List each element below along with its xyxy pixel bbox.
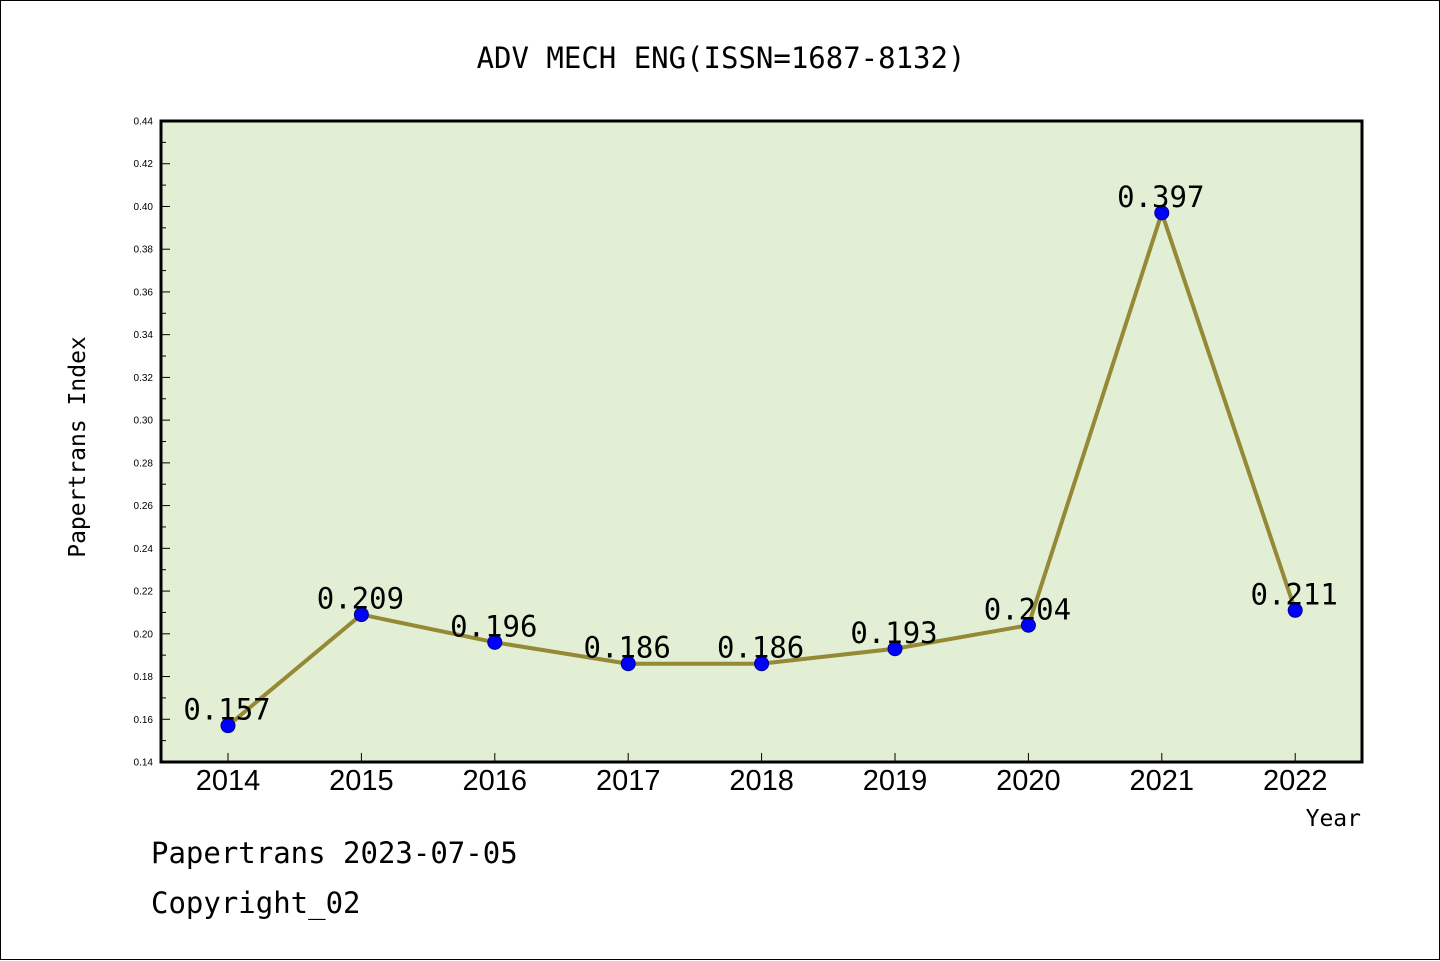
- x-tick-label: 2019: [863, 765, 928, 797]
- y-tick-label: 0.20: [134, 629, 154, 640]
- data-label: 0.157: [183, 693, 270, 727]
- data-point: [887, 641, 903, 657]
- data-point: [1020, 617, 1036, 633]
- chart-title: ADV MECH ENG(ISSN=1687-8132): [477, 41, 966, 75]
- data-point: [1287, 602, 1303, 618]
- y-tick-label: 0.16: [134, 715, 154, 726]
- y-tick-label: 0.18: [134, 672, 154, 683]
- y-tick-label: 0.32: [134, 373, 154, 384]
- data-label: 0.196: [450, 609, 537, 643]
- x-tick-label: 2021: [1130, 765, 1195, 797]
- data-point: [754, 656, 770, 672]
- x-tick-label: 2014: [196, 765, 261, 797]
- data-point: [353, 607, 369, 623]
- y-tick-label: 0.14: [134, 758, 154, 769]
- y-tick-label: 0.22: [134, 587, 154, 598]
- data-label: 0.193: [850, 616, 937, 650]
- data-point: [620, 656, 636, 672]
- x-tick-label: 2020: [996, 765, 1061, 797]
- x-tick-label: 2022: [1263, 765, 1328, 797]
- x-tick-label: 2018: [729, 765, 794, 797]
- footer-copyright: Copyright_02: [151, 886, 361, 920]
- data-label: 0.209: [317, 582, 404, 616]
- y-axis-ticks: 0.14 0.16 0.18 0.20 0.22 0.24 0.26 0.28 0.30 0.32…: [134, 117, 170, 769]
- data-label: 0.186: [584, 631, 671, 665]
- y-tick-label: 0.34: [134, 330, 154, 341]
- y-tick-label: 0.28: [134, 458, 154, 469]
- data-point: [487, 634, 503, 650]
- data-label: 0.204: [984, 592, 1071, 626]
- data-label: 0.211: [1251, 577, 1338, 611]
- y-axis-title: Papertrans Index: [65, 336, 91, 558]
- data-point: [1154, 205, 1170, 221]
- x-tick-label: 2015: [329, 765, 394, 797]
- footer-date: Papertrans 2023-07-05: [151, 836, 518, 870]
- y-tick-label: 0.44: [134, 117, 154, 128]
- series-layer: 0.157 0.209 0.196 0.186 0.186 0.193 0.204 0.397…: [183, 180, 1338, 734]
- data-label: 0.397: [1117, 180, 1204, 214]
- y-tick-label: 0.26: [134, 501, 154, 512]
- x-tick-label: 2016: [463, 765, 528, 797]
- y-tick-label: 0.36: [134, 287, 154, 298]
- x-axis-title: Year: [1306, 806, 1361, 832]
- x-tick-label: 2017: [596, 765, 661, 797]
- data-point: [220, 718, 236, 734]
- y-tick-label: 0.30: [134, 416, 154, 427]
- y-tick-label: 0.42: [134, 159, 154, 170]
- plot-area: [159, 119, 1364, 764]
- y-tick-label: 0.24: [134, 544, 154, 555]
- data-label: 0.186: [717, 631, 804, 665]
- y-tick-label: 0.38: [134, 245, 154, 256]
- x-axis-ticks: 2014 2015 2016 2017 2018 2019 2020 2021 2022: [196, 753, 1328, 797]
- y-tick-label: 0.40: [134, 202, 154, 213]
